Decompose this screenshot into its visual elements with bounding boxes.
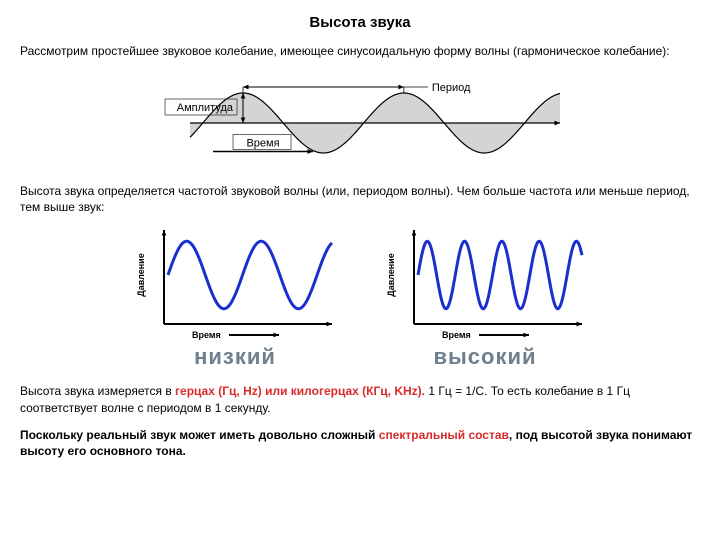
frequency-explain-text: Высота звука определяется частотой звуко…: [20, 183, 700, 217]
spectral-pre: Поскольку реальный звук может иметь дово…: [20, 428, 379, 442]
svg-text:Давление: Давление: [136, 253, 146, 296]
high-freq-svg: Давление Время: [380, 224, 590, 344]
svg-text:Время: Время: [192, 330, 221, 340]
wave-anatomy-svg: Амплитуда Период Время: [150, 68, 570, 168]
spectral-highlight: спектральный состав: [379, 428, 509, 442]
page-title: Высота звука: [20, 12, 700, 33]
low-freq-label: низкий: [194, 342, 276, 373]
high-freq-label: высокий: [433, 342, 536, 373]
svg-text:Давление: Давление: [386, 253, 396, 296]
spectral-paragraph: Поскольку реальный звук может иметь дово…: [20, 427, 700, 461]
svg-text:Время: Время: [246, 137, 279, 149]
svg-text:Период: Период: [432, 82, 471, 94]
svg-text:Амплитуда: Амплитуда: [177, 102, 234, 114]
high-freq-column: Давление Время высокий: [380, 224, 590, 373]
svg-text:Время: Время: [442, 330, 471, 340]
intro-text: Рассмотрим простейшее звуковое колебание…: [20, 43, 700, 60]
low-freq-svg: Давление Время: [130, 224, 340, 344]
low-freq-column: Давление Время низкий: [130, 224, 340, 373]
figure-1-wave-anatomy: Амплитуда Период Время: [20, 68, 700, 173]
hz-pre: Высота звука измеряется в: [20, 384, 175, 398]
hz-highlight: герцах (Гц, Hz) или килогерцах (КГц, KHz…: [175, 384, 425, 398]
hz-paragraph: Высота звука измеряется в герцах (Гц, Hz…: [20, 383, 700, 417]
two-frequency-charts: Давление Время низкий Давление Время высок…: [20, 224, 700, 373]
